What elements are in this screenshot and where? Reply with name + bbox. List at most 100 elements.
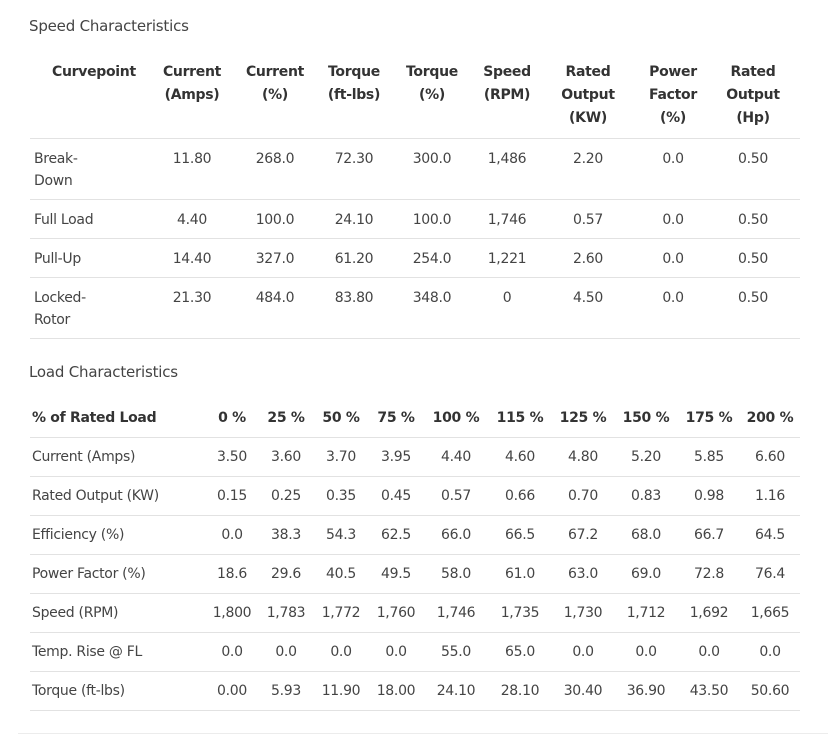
table-cell: 4.40 bbox=[424, 437, 488, 477]
speed-characteristics-table: Curvepoint Current (Amps) Current (%) Torq… bbox=[30, 61, 800, 339]
table-cell: 0.50 bbox=[706, 199, 800, 239]
curvepoint-name: Break- Down bbox=[30, 138, 156, 200]
table-cell: 1,735 bbox=[488, 593, 552, 633]
table-cell: 5.85 bbox=[678, 437, 740, 477]
row-label: Rated Output (KW) bbox=[30, 476, 206, 516]
curvepoint-name: Pull-Up bbox=[30, 238, 156, 278]
table-cell: 67.2 bbox=[552, 515, 614, 555]
table-cell: 3.70 bbox=[314, 437, 368, 477]
header-load-75: 75 % bbox=[377, 410, 415, 426]
table-cell: 1,800 bbox=[206, 593, 258, 633]
header-current-amps: Current (Amps) bbox=[162, 64, 222, 103]
table-cell: 65.0 bbox=[488, 632, 552, 672]
table-cell: 2.60 bbox=[536, 238, 640, 278]
header-torque-pct: Torque (%) bbox=[406, 64, 458, 103]
row-label: Speed (RPM) bbox=[30, 593, 206, 633]
table-cell: 18.00 bbox=[368, 671, 424, 711]
header-load-115: 115 % bbox=[496, 410, 544, 426]
table-cell: 0.0 bbox=[206, 515, 258, 555]
table-cell: 3.60 bbox=[258, 437, 314, 477]
table-cell: 0 bbox=[478, 277, 536, 339]
header-load-125: 125 % bbox=[559, 410, 607, 426]
bottom-divider bbox=[18, 733, 828, 734]
table-cell: 0.50 bbox=[706, 138, 800, 200]
table-cell: 1.16 bbox=[740, 476, 800, 516]
table-cell: 43.50 bbox=[678, 671, 740, 711]
header-current-pct: Current (%) bbox=[245, 64, 305, 103]
table-cell: 28.10 bbox=[488, 671, 552, 711]
table-cell: 0.0 bbox=[640, 199, 706, 239]
table-cell: 0.50 bbox=[706, 277, 800, 339]
table-cell: 83.80 bbox=[322, 277, 386, 339]
table-cell: 69.0 bbox=[614, 554, 678, 594]
table-cell: 0.57 bbox=[424, 476, 488, 516]
table-cell: 4.50 bbox=[536, 277, 640, 339]
row-label: Torque (ft-lbs) bbox=[30, 671, 206, 711]
curvepoint-name: Full Load bbox=[30, 199, 156, 239]
table-cell: 0.50 bbox=[706, 238, 800, 278]
table-cell: 1,221 bbox=[478, 238, 536, 278]
table-row: Power Factor (%) 18.6 29.6 40.5 49.5 58.… bbox=[30, 554, 800, 594]
table-cell: 1,760 bbox=[368, 593, 424, 633]
table-cell: 0.0 bbox=[640, 277, 706, 339]
table-row: Locked- Rotor 21.30 484.0 83.80 348.0 0 4… bbox=[30, 277, 800, 339]
table-cell: 55.0 bbox=[424, 632, 488, 672]
table-cell: 1,730 bbox=[552, 593, 614, 633]
header-rated-output-kw: Rated Output (KW) bbox=[561, 64, 615, 126]
speed-header-row: Curvepoint Current (Amps) Current (%) Torq… bbox=[30, 61, 800, 139]
header-load-50: 50 % bbox=[322, 410, 360, 426]
table-cell: 58.0 bbox=[424, 554, 488, 594]
table-cell: 24.10 bbox=[424, 671, 488, 711]
table-cell: 484.0 bbox=[228, 277, 322, 339]
table-cell: 61.20 bbox=[322, 238, 386, 278]
table-row: Temp. Rise @ FL 0.0 0.0 0.0 0.0 55.0 65.… bbox=[30, 632, 800, 672]
table-cell: 0.0 bbox=[640, 138, 706, 200]
table-cell: 0.45 bbox=[368, 476, 424, 516]
header-speed-rpm: Speed (RPM) bbox=[483, 64, 531, 103]
table-cell: 0.57 bbox=[536, 199, 640, 239]
table-cell: 0.0 bbox=[368, 632, 424, 672]
table-cell: 61.0 bbox=[488, 554, 552, 594]
table-cell: 5.93 bbox=[258, 671, 314, 711]
table-row: Speed (RPM) 1,800 1,783 1,772 1,760 1,74… bbox=[30, 593, 800, 633]
load-characteristics-table: % of Rated Load 0 % 25 % 50 % 75 % 100 %… bbox=[30, 407, 800, 711]
table-cell: 4.60 bbox=[488, 437, 552, 477]
table-cell: 100.0 bbox=[386, 199, 478, 239]
table-cell: 76.4 bbox=[740, 554, 800, 594]
table-row: Current (Amps) 3.50 3.60 3.70 3.95 4.40 … bbox=[30, 437, 800, 477]
table-cell: 0.35 bbox=[314, 476, 368, 516]
table-cell: 0.25 bbox=[258, 476, 314, 516]
table-cell: 66.5 bbox=[488, 515, 552, 555]
table-cell: 6.60 bbox=[740, 437, 800, 477]
table-cell: 11.90 bbox=[314, 671, 368, 711]
table-row: Break- Down 11.80 268.0 72.30 300.0 1,486… bbox=[30, 138, 800, 200]
row-label: Power Factor (%) bbox=[30, 554, 206, 594]
table-cell: 24.10 bbox=[322, 199, 386, 239]
table-cell: 72.8 bbox=[678, 554, 740, 594]
table-cell: 1,772 bbox=[314, 593, 368, 633]
header-load-150: 150 % bbox=[622, 410, 670, 426]
table-cell: 0.0 bbox=[552, 632, 614, 672]
table-cell: 0.0 bbox=[740, 632, 800, 672]
table-cell: 18.6 bbox=[206, 554, 258, 594]
row-label: Temp. Rise @ FL bbox=[30, 632, 206, 672]
table-cell: 268.0 bbox=[228, 138, 322, 200]
table-cell: 0.15 bbox=[206, 476, 258, 516]
header-rated-output-hp: Rated Output (Hp) bbox=[726, 64, 780, 126]
header-load-175: 175 % bbox=[685, 410, 733, 426]
table-cell: 0.70 bbox=[552, 476, 614, 516]
table-cell: 66.7 bbox=[678, 515, 740, 555]
load-header-row: % of Rated Load 0 % 25 % 50 % 75 % 100 %… bbox=[30, 407, 800, 438]
table-cell: 0.0 bbox=[314, 632, 368, 672]
table-cell: 0.0 bbox=[614, 632, 678, 672]
header-rated-load: % of Rated Load bbox=[32, 410, 157, 426]
table-cell: 66.0 bbox=[424, 515, 488, 555]
speed-characteristics-title: Speed Characteristics bbox=[29, 17, 189, 35]
table-cell: 0.66 bbox=[488, 476, 552, 516]
header-power-factor: Power Factor (%) bbox=[649, 64, 697, 126]
header-curvepoint: Curvepoint bbox=[52, 64, 136, 80]
table-cell: 0.83 bbox=[614, 476, 678, 516]
table-cell: 38.3 bbox=[258, 515, 314, 555]
table-cell: 63.0 bbox=[552, 554, 614, 594]
table-cell: 11.80 bbox=[156, 138, 228, 200]
